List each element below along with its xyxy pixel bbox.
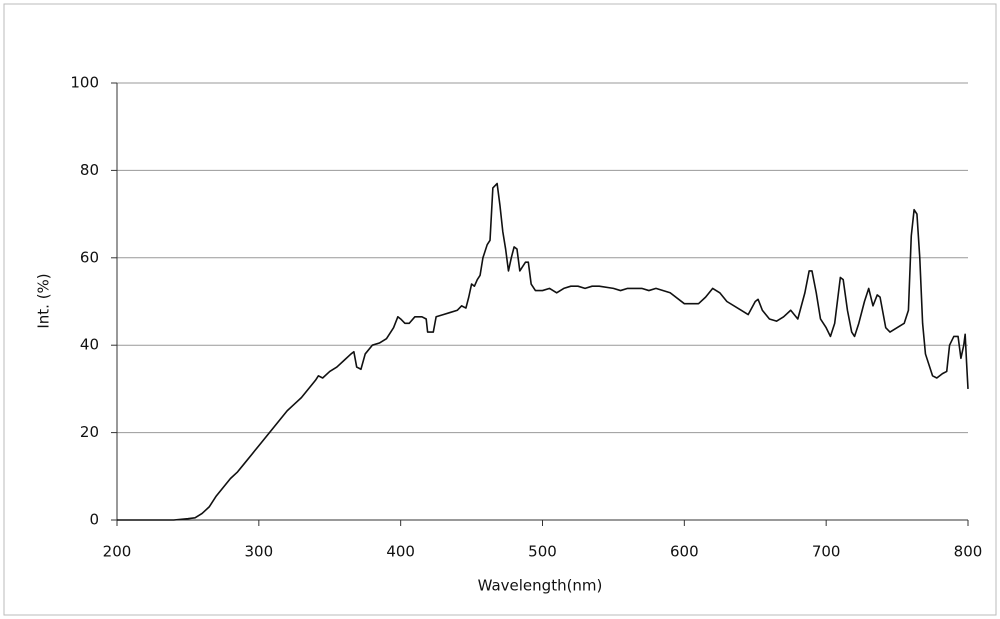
y-axis-label: Int. (%) bbox=[35, 273, 53, 328]
x-tick-label: 700 bbox=[812, 543, 841, 561]
y-tick-label: 0 bbox=[89, 511, 99, 529]
y-tick-label: 20 bbox=[80, 423, 99, 441]
x-tick-label: 800 bbox=[954, 543, 983, 561]
spectrum-line bbox=[117, 182, 969, 521]
x-tick-label: 400 bbox=[386, 543, 415, 561]
x-axis-label: Wavelength(nm) bbox=[478, 577, 603, 595]
x-tick-label: 200 bbox=[103, 543, 132, 561]
y-tick-label: 100 bbox=[70, 74, 99, 92]
x-tick-label: 500 bbox=[528, 543, 557, 561]
y-tick-label: 80 bbox=[80, 161, 99, 179]
chart-frame bbox=[3, 3, 997, 616]
x-tick-label: 600 bbox=[670, 543, 699, 561]
x-tick-label: 300 bbox=[245, 543, 274, 561]
y-tick-label: 60 bbox=[80, 248, 99, 266]
y-tick-label: 40 bbox=[80, 336, 99, 354]
